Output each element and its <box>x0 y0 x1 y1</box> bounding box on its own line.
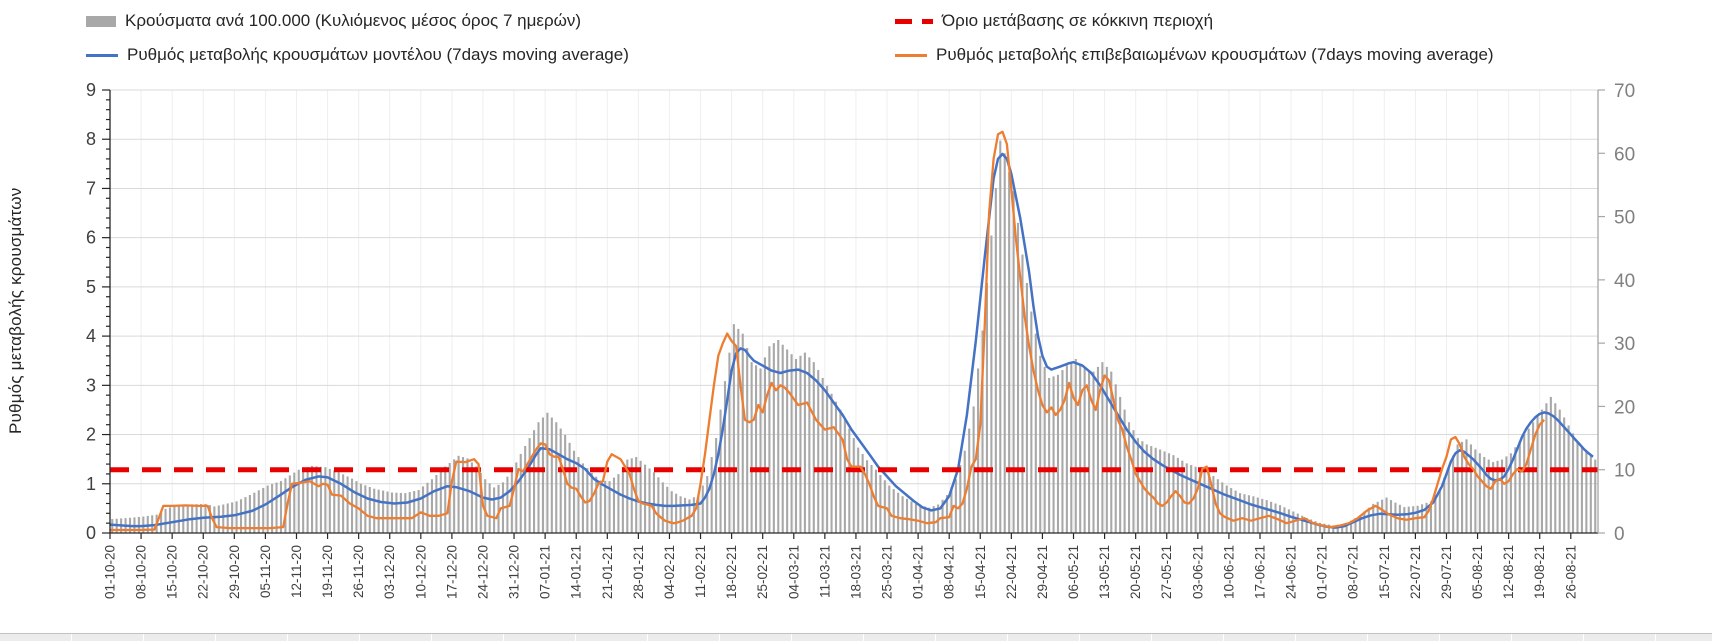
svg-text:9: 9 <box>86 80 96 100</box>
svg-text:29-10-20: 29-10-20 <box>227 545 242 599</box>
right-axis: 0 10 20 30 40 50 60 70 <box>1597 81 1635 545</box>
spreadsheet-cell-borders <box>0 634 1712 641</box>
svg-text:27-05-21: 27-05-21 <box>1159 545 1174 599</box>
svg-text:18-02-21: 18-02-21 <box>724 545 739 599</box>
svg-text:05-11-20: 05-11-20 <box>258 545 273 598</box>
svg-text:5: 5 <box>86 277 96 297</box>
svg-text:19-11-20: 19-11-20 <box>320 545 335 598</box>
svg-text:24-12-20: 24-12-20 <box>475 545 490 599</box>
horizontal-gridlines <box>110 89 1598 485</box>
legend-item-cases-bars: Κρούσματα ανά 100.000 (Κυλιόμενος μέσος … <box>86 8 581 34</box>
svg-text:22-10-20: 22-10-20 <box>196 545 211 599</box>
spreadsheet-row-strip[interactable] <box>0 633 1712 641</box>
svg-text:29-07-21: 29-07-21 <box>1439 545 1454 599</box>
svg-text:7: 7 <box>86 178 96 198</box>
legend-item-confirmed-line: Ρυθμός μεταβολής επιβεβαιωμένων κρουσμάτ… <box>895 42 1494 68</box>
svg-text:10-12-20: 10-12-20 <box>413 545 428 599</box>
svg-text:25-03-21: 25-03-21 <box>880 545 895 599</box>
confirmed-line-series <box>110 130 1546 532</box>
legend-label-confirmed-line: Ρυθμός μεταβολής επιβεβαιωμένων κρουσμάτ… <box>936 45 1494 64</box>
svg-text:11-03-21: 11-03-21 <box>817 545 832 598</box>
svg-text:12-08-21: 12-08-21 <box>1501 545 1516 599</box>
svg-text:0: 0 <box>86 523 96 543</box>
svg-text:24-06-21: 24-06-21 <box>1284 545 1299 599</box>
svg-text:08-10-20: 08-10-20 <box>134 545 149 599</box>
svg-text:60: 60 <box>1614 144 1635 165</box>
legend-label-model-line: Ρυθμός μεταβολής κρουσμάτων μοντέλου (7d… <box>127 45 629 64</box>
legend-item-model-line: Ρυθμός μεταβολής κρουσμάτων μοντέλου (7d… <box>86 42 629 68</box>
svg-text:03-12-20: 03-12-20 <box>382 545 397 599</box>
dashed-line-swatch-icon <box>895 18 933 24</box>
svg-text:11-02-21: 11-02-21 <box>693 545 708 598</box>
legend-item-threshold: Όριο μετάβασης σε κόκκινη περιοχή <box>895 8 1213 34</box>
svg-text:17-06-21: 17-06-21 <box>1252 545 1267 599</box>
svg-text:20: 20 <box>1614 397 1635 418</box>
svg-text:29-04-21: 29-04-21 <box>1035 545 1050 599</box>
svg-text:20-05-21: 20-05-21 <box>1128 545 1143 599</box>
svg-text:50: 50 <box>1614 208 1635 229</box>
svg-text:26-11-20: 26-11-20 <box>351 545 366 598</box>
svg-text:14-01-21: 14-01-21 <box>569 545 584 599</box>
svg-text:0: 0 <box>1614 524 1625 545</box>
svg-text:13-05-21: 13-05-21 <box>1097 545 1112 599</box>
svg-text:17-12-20: 17-12-20 <box>444 545 459 599</box>
svg-text:26-08-21: 26-08-21 <box>1563 545 1578 599</box>
svg-text:15-10-20: 15-10-20 <box>165 545 180 599</box>
legend-label-cases-bars: Κρούσματα ανά 100.000 (Κυλιόμενος μέσος … <box>125 11 582 30</box>
svg-text:01-07-21: 01-07-21 <box>1315 545 1330 599</box>
svg-text:07-01-21: 07-01-21 <box>538 545 553 599</box>
svg-text:25-02-21: 25-02-21 <box>755 545 770 599</box>
svg-text:70: 70 <box>1614 81 1635 102</box>
svg-text:08-07-21: 08-07-21 <box>1346 545 1361 599</box>
svg-text:18-03-21: 18-03-21 <box>848 545 863 599</box>
svg-text:28-01-21: 28-01-21 <box>631 545 646 599</box>
svg-text:03-06-21: 03-06-21 <box>1190 545 1205 599</box>
x-axis: 01-10-20 08-10-20 15-10-20 22-10-20 29-10-20… <box>103 532 1598 599</box>
svg-text:15-07-21: 15-07-21 <box>1377 545 1392 599</box>
svg-text:01-10-20: 01-10-20 <box>103 545 118 599</box>
svg-text:05-08-21: 05-08-21 <box>1470 545 1485 599</box>
svg-text:10-06-21: 10-06-21 <box>1221 545 1236 599</box>
svg-text:4: 4 <box>86 326 96 346</box>
svg-text:22-07-21: 22-07-21 <box>1408 545 1423 599</box>
svg-text:01-04-21: 01-04-21 <box>911 545 926 599</box>
svg-text:04-03-21: 04-03-21 <box>786 545 801 599</box>
bar-swatch-icon <box>86 15 116 27</box>
left-axis: 0 1 2 3 4 5 6 7 8 9 <box>86 80 111 543</box>
svg-text:40: 40 <box>1614 271 1635 292</box>
cases-bars-series <box>111 140 1597 534</box>
svg-text:2: 2 <box>86 425 96 445</box>
svg-text:06-05-21: 06-05-21 <box>1066 545 1081 599</box>
svg-text:6: 6 <box>86 228 96 248</box>
svg-text:1: 1 <box>86 474 96 494</box>
svg-text:19-08-21: 19-08-21 <box>1532 545 1547 599</box>
svg-text:10: 10 <box>1614 461 1635 482</box>
svg-text:21-01-21: 21-01-21 <box>600 545 615 599</box>
svg-text:30: 30 <box>1614 334 1635 355</box>
vertical-gridlines <box>140 90 1572 533</box>
svg-text:04-02-21: 04-02-21 <box>662 545 677 599</box>
svg-text:15-04-21: 15-04-21 <box>973 545 988 599</box>
svg-text:12-11-20: 12-11-20 <box>289 545 304 598</box>
line-swatch-icon <box>895 53 927 57</box>
legend-label-threshold: Όριο μετάβασης σε κόκκινη περιοχή <box>942 11 1214 30</box>
svg-text:22-04-21: 22-04-21 <box>1004 545 1019 599</box>
svg-text:08-04-21: 08-04-21 <box>942 545 957 599</box>
line-swatch-icon <box>86 53 118 57</box>
svg-text:3: 3 <box>86 375 96 395</box>
svg-text:8: 8 <box>86 129 96 149</box>
svg-text:31-12-20: 31-12-20 <box>507 545 522 599</box>
